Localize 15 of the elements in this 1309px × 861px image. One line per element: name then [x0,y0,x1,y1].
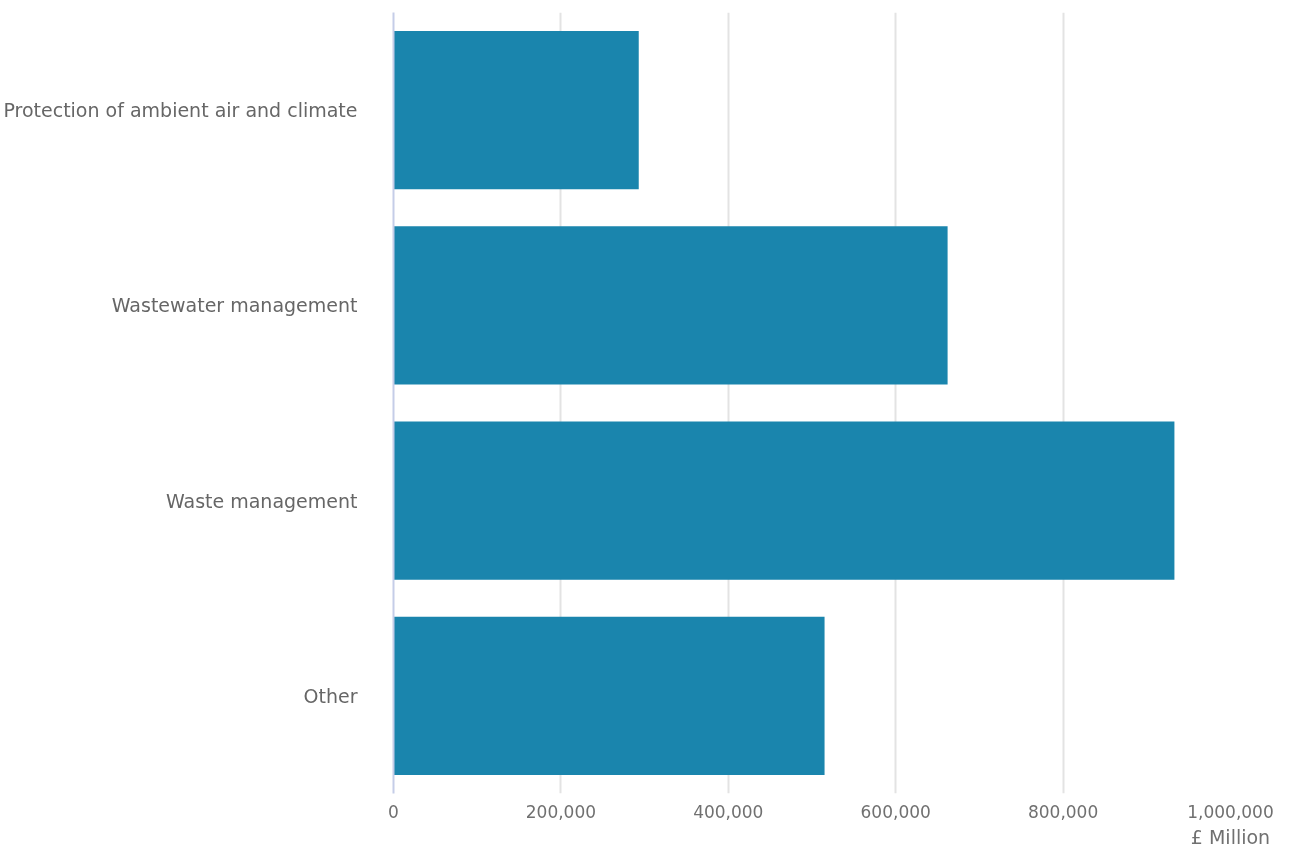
x-tick-label: 1,000,000 [1187,801,1274,822]
x-tick-label: 600,000 [860,801,931,822]
y-tick-label: Waste management [165,489,358,512]
x-tick-label: 200,000 [525,801,597,822]
x-tick-label: 800,000 [1027,801,1099,822]
y-tick-label: Protection of ambient air and climate [3,99,358,122]
x-tick-label: 400,000 [693,801,764,822]
bar [393,226,948,385]
x-axis-title: £ Million [1190,825,1271,848]
bar [393,31,639,190]
bar [393,616,825,775]
bar [393,421,1175,580]
x-tick-label: 0 [388,801,399,822]
y-tick-label: Wastewater management [111,294,358,317]
y-tick-label: Other [303,684,358,707]
